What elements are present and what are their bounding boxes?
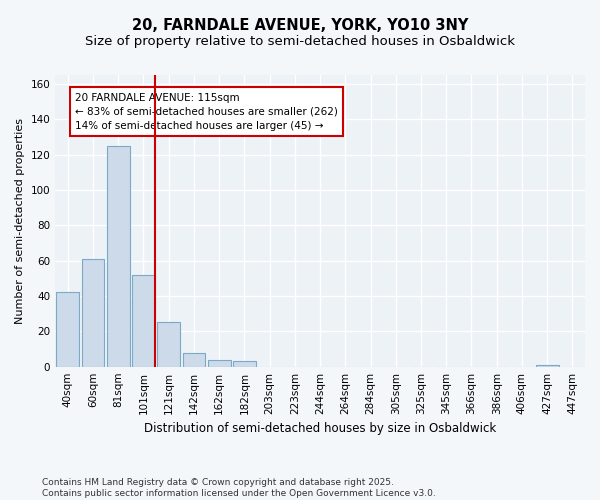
Bar — [107, 146, 130, 366]
Bar — [208, 360, 230, 366]
Text: Size of property relative to semi-detached houses in Osbaldwick: Size of property relative to semi-detach… — [85, 35, 515, 48]
Bar — [132, 275, 155, 366]
Bar — [82, 259, 104, 366]
Bar — [536, 365, 559, 366]
Text: Contains HM Land Registry data © Crown copyright and database right 2025.
Contai: Contains HM Land Registry data © Crown c… — [42, 478, 436, 498]
Bar — [56, 292, 79, 366]
Bar — [233, 362, 256, 366]
Bar — [157, 322, 180, 366]
Text: 20, FARNDALE AVENUE, YORK, YO10 3NY: 20, FARNDALE AVENUE, YORK, YO10 3NY — [132, 18, 468, 32]
Bar — [182, 352, 205, 366]
X-axis label: Distribution of semi-detached houses by size in Osbaldwick: Distribution of semi-detached houses by … — [144, 422, 496, 435]
Text: 20 FARNDALE AVENUE: 115sqm
← 83% of semi-detached houses are smaller (262)
14% o: 20 FARNDALE AVENUE: 115sqm ← 83% of semi… — [76, 92, 338, 130]
Y-axis label: Number of semi-detached properties: Number of semi-detached properties — [15, 118, 25, 324]
